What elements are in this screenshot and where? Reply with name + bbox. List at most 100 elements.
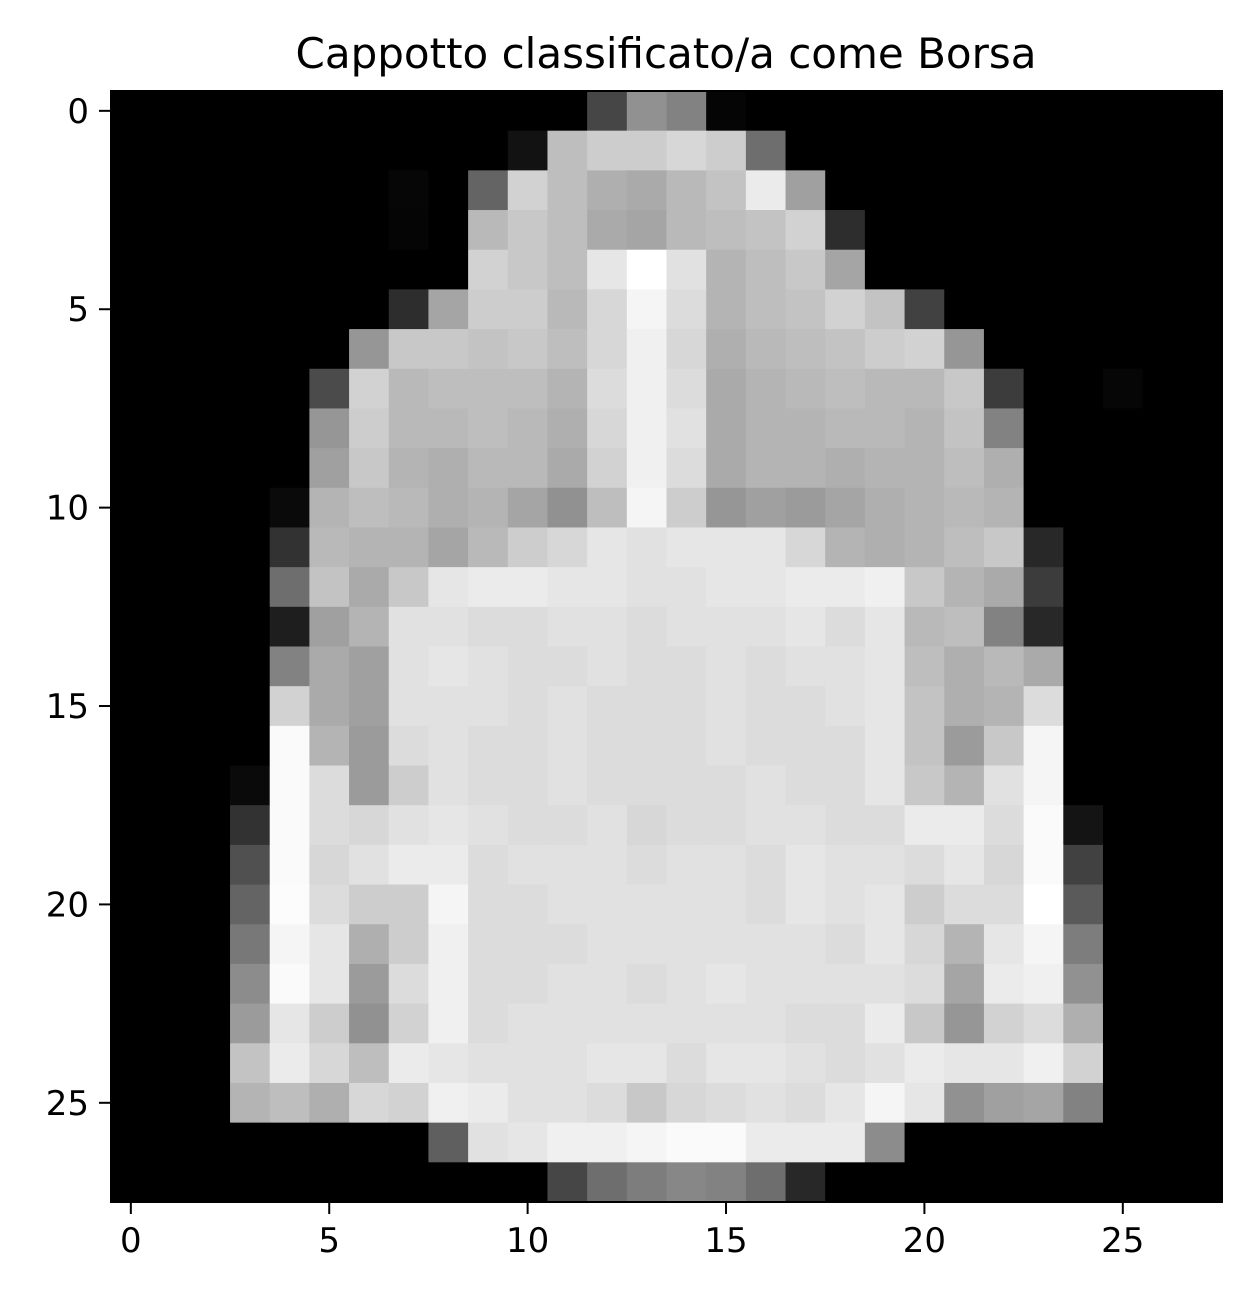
pixel-cell bbox=[190, 567, 231, 608]
pixel-cell bbox=[1102, 765, 1144, 806]
pixel-cell bbox=[587, 130, 628, 171]
pixel-cell bbox=[111, 805, 152, 846]
pixel-cell bbox=[349, 1082, 390, 1124]
pixel-cell bbox=[1023, 91, 1064, 132]
pixel-cell bbox=[269, 487, 310, 529]
pixel-cell bbox=[349, 1122, 390, 1163]
pixel-cell bbox=[706, 408, 747, 449]
pixel-cell bbox=[269, 567, 310, 608]
pixel-cell bbox=[983, 963, 1025, 1005]
pixel-cell bbox=[1102, 1122, 1144, 1163]
pixel-cell bbox=[706, 170, 747, 211]
pixel-cell bbox=[825, 844, 866, 886]
pixel-cell bbox=[507, 805, 549, 846]
pixel-cell bbox=[785, 527, 826, 568]
pixel-cell bbox=[269, 448, 310, 489]
pixel-cell bbox=[190, 1082, 231, 1124]
pixel-cell bbox=[1182, 646, 1223, 687]
pixel-cell bbox=[547, 805, 588, 846]
pixel-cell bbox=[150, 1082, 191, 1124]
pixel-cell bbox=[190, 646, 231, 687]
pixel-cell bbox=[1063, 210, 1104, 251]
pixel-cell bbox=[1142, 924, 1183, 965]
pixel-cell bbox=[1142, 606, 1183, 648]
pixel-cell bbox=[150, 725, 191, 767]
pixel-cell bbox=[507, 844, 549, 886]
pixel-cell bbox=[706, 805, 747, 846]
pixel-cell bbox=[666, 487, 707, 529]
pixel-cell bbox=[111, 368, 152, 410]
pixel-cell bbox=[983, 210, 1025, 251]
pixel-cell bbox=[1182, 924, 1223, 965]
pixel-cell bbox=[507, 329, 549, 370]
pixel-cell bbox=[904, 170, 945, 211]
pixel-cell bbox=[269, 408, 310, 449]
pixel-cell bbox=[428, 1043, 469, 1084]
pixel-cell bbox=[388, 1082, 430, 1124]
pixel-cell bbox=[587, 249, 628, 290]
pixel-cell bbox=[1023, 408, 1064, 449]
pixel-cell bbox=[349, 130, 390, 171]
pixel-cell bbox=[428, 408, 469, 449]
pixel-cell bbox=[745, 1003, 787, 1044]
pixel-cell bbox=[507, 170, 549, 211]
pixel-cell bbox=[825, 646, 866, 687]
x-tick-label: 25 bbox=[1101, 1221, 1144, 1261]
pixel-cell bbox=[309, 368, 350, 410]
pixel-cell bbox=[944, 1043, 985, 1084]
pixel-cell bbox=[309, 884, 350, 925]
pixel-cell bbox=[309, 210, 350, 251]
pixel-cell bbox=[626, 844, 668, 886]
pixel-cell bbox=[1182, 1082, 1223, 1124]
pixel-cell bbox=[904, 329, 945, 370]
pixel-cell bbox=[745, 448, 787, 489]
pixel-cell bbox=[388, 210, 430, 251]
x-axis: 0 5 10 15 20 25 bbox=[120, 1202, 1144, 1261]
pixel-cell bbox=[111, 329, 152, 370]
pixel-cell bbox=[983, 1162, 1025, 1203]
pixel-cell bbox=[309, 606, 350, 648]
pixel-cell bbox=[269, 1162, 310, 1203]
pixel-cell bbox=[983, 646, 1025, 687]
pixel-cell bbox=[706, 844, 747, 886]
pixel-cell bbox=[1142, 170, 1183, 211]
pixel-cell bbox=[428, 1003, 469, 1044]
pixel-cell bbox=[468, 1003, 509, 1044]
pixel-cell bbox=[825, 1162, 866, 1203]
pixel-cell bbox=[626, 1122, 668, 1163]
pixel-cell bbox=[507, 368, 549, 410]
pixel-cell bbox=[983, 527, 1025, 568]
pixel-cell bbox=[666, 1162, 707, 1203]
pixel-cell bbox=[944, 210, 985, 251]
pixel-cell bbox=[388, 686, 430, 727]
pixel-cell bbox=[1182, 487, 1223, 529]
pixel-cell bbox=[349, 249, 390, 290]
pixel-cell bbox=[1063, 249, 1104, 290]
pixel-cell bbox=[1023, 884, 1064, 925]
pixel-cell bbox=[864, 567, 906, 608]
pixel-cell bbox=[587, 567, 628, 608]
pixel-cell bbox=[388, 408, 430, 449]
pixel-cell bbox=[864, 924, 906, 965]
pixel-cell bbox=[468, 567, 509, 608]
pixel-cell bbox=[587, 963, 628, 1005]
pixel-cell bbox=[150, 408, 191, 449]
y-axis: 0 5 10 15 20 25 bbox=[46, 92, 111, 1124]
pixel-cell bbox=[1102, 170, 1144, 211]
pixel-cell bbox=[1142, 1122, 1183, 1163]
pixel-cell bbox=[468, 1043, 509, 1084]
pixel-cell bbox=[587, 527, 628, 568]
pixel-cell bbox=[825, 130, 866, 171]
pixel-cell bbox=[190, 606, 231, 648]
pixel-cell bbox=[111, 1043, 152, 1084]
pixel-cell bbox=[587, 289, 628, 330]
pixel-cell bbox=[1063, 487, 1104, 529]
pixel-cell bbox=[349, 289, 390, 330]
pixel-cell bbox=[507, 963, 549, 1005]
pixel-cell bbox=[745, 725, 787, 767]
pixel-cell bbox=[349, 924, 390, 965]
pixel-cell bbox=[825, 1003, 866, 1044]
pixel-cell bbox=[983, 725, 1025, 767]
pixel-cell bbox=[745, 329, 787, 370]
pixel-cell bbox=[428, 448, 469, 489]
